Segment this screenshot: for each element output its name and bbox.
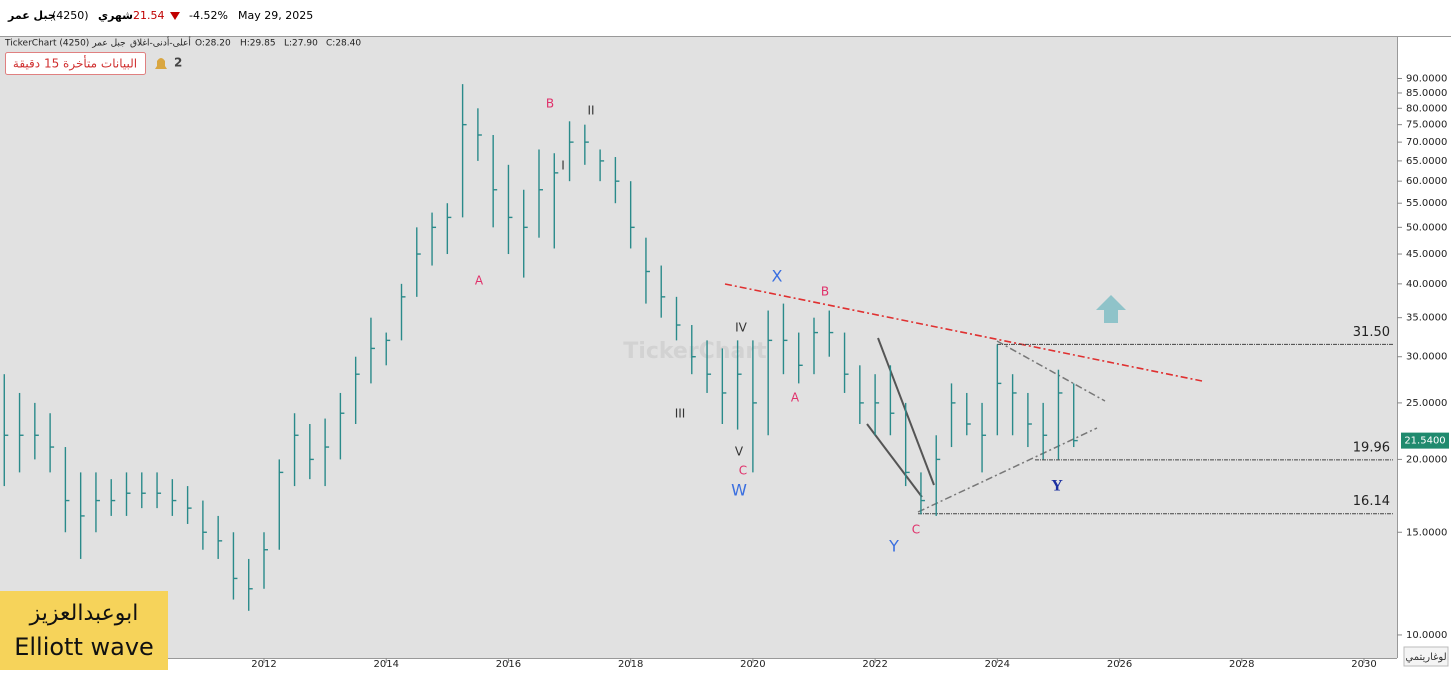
wave-label: I bbox=[561, 159, 565, 173]
y-tick-label: 55.0000 bbox=[1406, 198, 1447, 209]
wave-label: Y bbox=[888, 537, 899, 556]
trend-line bbox=[917, 427, 1098, 513]
y-tick-label: 15.0000 bbox=[1406, 527, 1447, 538]
level-label: 31.50 bbox=[1353, 325, 1390, 340]
wave-label: II bbox=[587, 104, 594, 118]
y-tick-label: 70.0000 bbox=[1406, 137, 1447, 148]
y-tick-label: 90.0000 bbox=[1406, 73, 1447, 84]
wave-label: C bbox=[739, 464, 747, 478]
watermark: TickerChart bbox=[623, 339, 767, 364]
scale-label[interactable]: لوغاريتمي bbox=[1405, 652, 1446, 663]
trend-line bbox=[866, 423, 923, 498]
x-tick-label: 2016 bbox=[496, 659, 521, 670]
wave-label: Y bbox=[1051, 478, 1063, 495]
author: ابوعبدالعزيز bbox=[29, 601, 139, 626]
info-close: C:28.40 bbox=[326, 39, 361, 49]
y-tick-label: 45.0000 bbox=[1406, 249, 1447, 260]
y-tick-label: 40.0000 bbox=[1406, 279, 1447, 290]
x-tick-label: 2012 bbox=[251, 659, 276, 670]
delay-notice: البيانات متأخرة 15 دقيقة bbox=[13, 55, 137, 72]
y-tick-label: 60.0000 bbox=[1406, 176, 1447, 187]
header-price: 21.54 bbox=[133, 9, 165, 22]
alert-count[interactable]: 2 bbox=[174, 56, 182, 70]
y-tick-label: 80.0000 bbox=[1406, 103, 1447, 114]
bell-icon[interactable] bbox=[155, 58, 167, 69]
wave-label: V bbox=[735, 445, 744, 459]
y-tick-label: 30.0000 bbox=[1406, 352, 1447, 363]
level-label: 19.96 bbox=[1353, 440, 1390, 455]
y-tick-label: 20.0000 bbox=[1406, 454, 1447, 465]
up-arrow bbox=[1096, 295, 1126, 323]
x-tick-label: 2028 bbox=[1229, 659, 1254, 670]
x-tick-label: 2024 bbox=[985, 659, 1010, 670]
trend-line bbox=[724, 283, 1203, 382]
wave-label: X bbox=[772, 267, 783, 286]
x-tick-label: 2030 bbox=[1351, 659, 1376, 670]
wave-label: III bbox=[675, 407, 686, 421]
x-tick-label: 2022 bbox=[862, 659, 887, 670]
period: شهري bbox=[98, 9, 133, 22]
info-high: H:29.85 bbox=[240, 39, 276, 49]
trend-line bbox=[996, 340, 1106, 402]
info-low: L:27.90 bbox=[284, 39, 318, 49]
y-tick-label: 65.0000 bbox=[1406, 156, 1447, 167]
wave-label: IV bbox=[735, 321, 748, 335]
delay-box bbox=[5, 52, 146, 75]
x-tick-label: 2020 bbox=[740, 659, 765, 670]
y-tick-label: 75.0000 bbox=[1406, 120, 1447, 131]
x-tick-label: 2018 bbox=[618, 659, 643, 670]
wave-label: W bbox=[731, 481, 747, 500]
last-price-label: 21.5400 bbox=[1404, 436, 1445, 447]
caption: Elliott wave bbox=[14, 633, 154, 661]
x-tick-label: 2026 bbox=[1107, 659, 1132, 670]
stock-code: (4250) bbox=[52, 9, 89, 22]
down-arrow bbox=[170, 12, 180, 20]
change: -4.52% bbox=[189, 9, 228, 22]
scale-button[interactable] bbox=[1403, 646, 1449, 667]
wave-label: B bbox=[821, 285, 829, 299]
axes: 10.0000 15.0000 20.0000 25.0000 30.0000 35.00… bbox=[129, 73, 1449, 670]
stock-name: جبل عمر bbox=[7, 9, 56, 22]
y-tick-label: 85.0000 bbox=[1406, 88, 1447, 99]
wave-label: A bbox=[791, 391, 800, 405]
date: May 29, 2025 bbox=[238, 9, 313, 22]
y-tick-label: 50.0000 bbox=[1406, 222, 1447, 233]
y-tick-label: 10.0000 bbox=[1406, 630, 1447, 641]
info-open: O:28.20 bbox=[195, 39, 231, 49]
info-source: TickerChart (4250) جبل عمر bbox=[4, 39, 126, 49]
author-box bbox=[0, 591, 168, 670]
last-price-tag bbox=[1401, 432, 1449, 449]
wave-label: A bbox=[475, 274, 484, 288]
x-tick-label: 2014 bbox=[373, 659, 398, 670]
y-tick-label: 25.0000 bbox=[1406, 398, 1447, 409]
wave-label: B bbox=[546, 97, 554, 111]
wave-label: C bbox=[912, 523, 920, 537]
y-tick-label: 35.0000 bbox=[1406, 313, 1447, 324]
info-mode: أعلى-أدنى-اغلاق bbox=[130, 37, 191, 49]
level-label: 16.14 bbox=[1353, 494, 1390, 509]
